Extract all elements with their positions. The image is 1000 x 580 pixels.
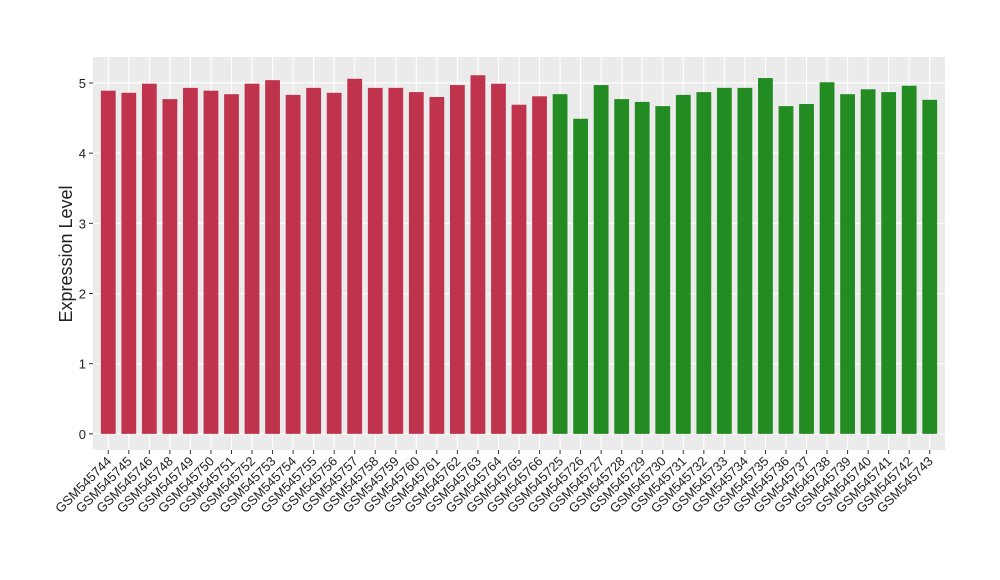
y-tick-label: 1 — [79, 357, 86, 372]
bar — [655, 106, 671, 434]
bar — [347, 78, 363, 434]
bar — [593, 85, 609, 434]
bar — [449, 85, 465, 434]
bar — [408, 92, 424, 434]
bar — [470, 75, 486, 434]
bar — [429, 97, 445, 434]
y-tick-label: 5 — [79, 76, 86, 91]
bar — [491, 83, 506, 434]
bar — [552, 94, 568, 434]
bar — [737, 87, 753, 434]
y-axis-title: Expression Level — [56, 185, 76, 322]
bar — [388, 87, 404, 434]
bar — [183, 87, 198, 434]
bar — [244, 83, 260, 434]
bar — [326, 92, 342, 434]
bar — [799, 104, 814, 434]
bar — [819, 82, 835, 434]
y-tick-label: 2 — [79, 287, 86, 302]
bar — [696, 92, 712, 434]
bar — [121, 92, 137, 434]
bar — [881, 92, 897, 434]
bar — [716, 87, 732, 434]
bar — [901, 85, 917, 434]
bar — [306, 87, 322, 434]
bar — [203, 90, 219, 434]
bar — [614, 99, 630, 434]
bar — [758, 78, 773, 434]
bar — [265, 80, 280, 434]
y-tick-label: 0 — [79, 427, 86, 442]
bar — [634, 101, 650, 434]
bar — [367, 87, 383, 434]
bar — [675, 94, 691, 434]
bar — [100, 90, 116, 434]
bar — [141, 83, 157, 434]
bar — [573, 118, 589, 434]
bar — [532, 96, 547, 434]
bar — [778, 106, 794, 434]
bar — [922, 99, 938, 434]
bar — [840, 94, 855, 434]
bar — [860, 89, 876, 434]
y-tick-label: 3 — [79, 216, 86, 231]
bar — [162, 99, 178, 434]
bar — [511, 104, 527, 434]
bar — [285, 94, 301, 434]
bar — [224, 94, 239, 434]
y-tick-label: 4 — [79, 146, 86, 161]
